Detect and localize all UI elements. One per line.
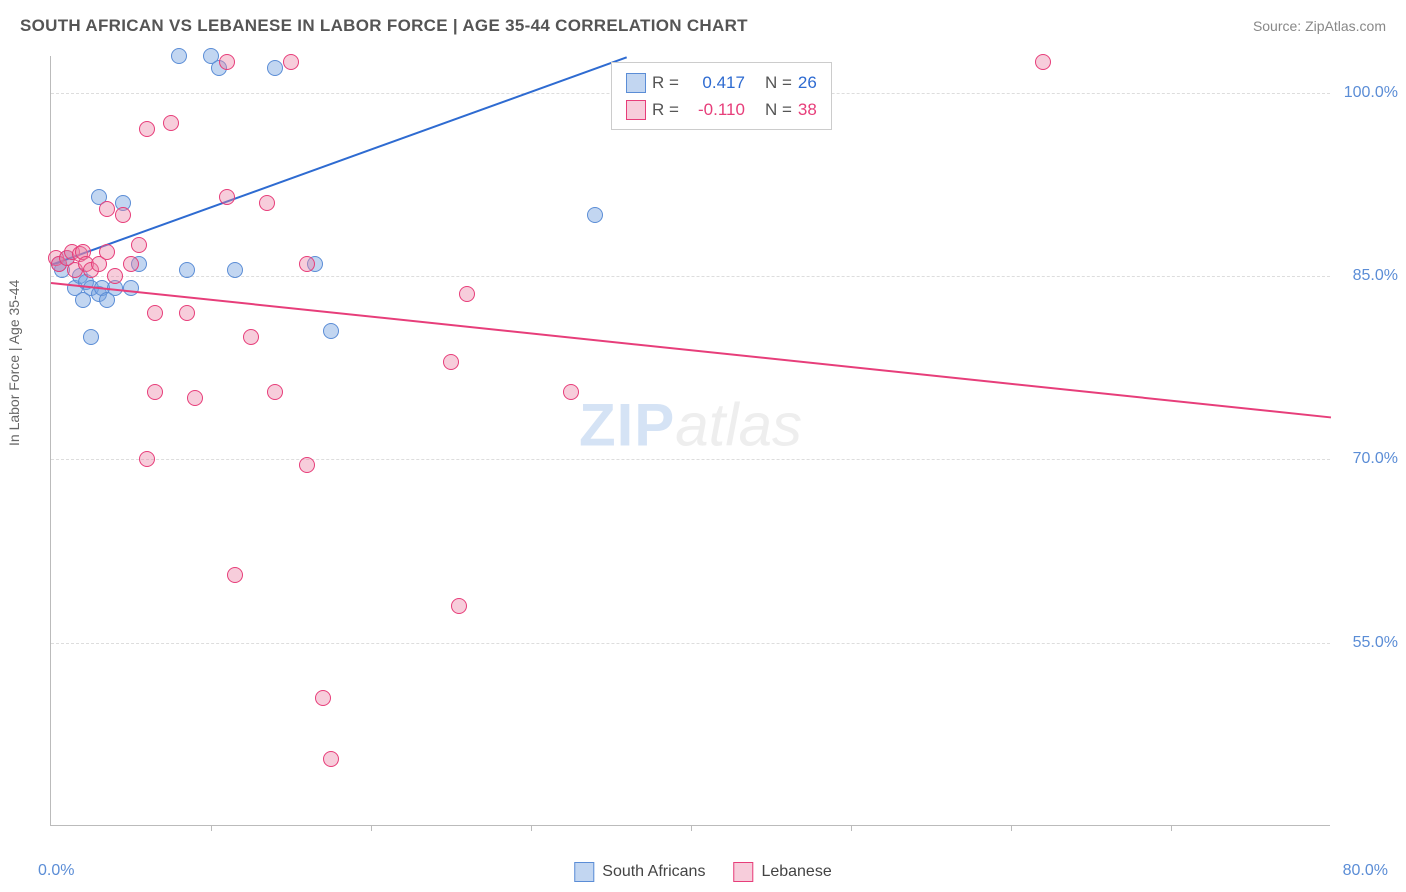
x-tick	[531, 825, 532, 831]
legend-r-label: R =	[652, 69, 679, 96]
data-point	[267, 384, 283, 400]
data-point	[323, 751, 339, 767]
data-point	[443, 354, 459, 370]
watermark-zip: ZIP	[579, 392, 675, 459]
legend-label: Lebanese	[761, 863, 831, 881]
bottom-legend-item: South Africans	[574, 862, 705, 882]
stats-legend-row: R =0.417 N =26	[626, 69, 817, 96]
data-point	[243, 329, 259, 345]
legend-r-label: R =	[652, 96, 679, 123]
data-point	[451, 598, 467, 614]
trend-line	[51, 56, 628, 266]
data-point	[131, 237, 147, 253]
y-tick-label: 55.0%	[1353, 634, 1398, 652]
gridline	[51, 643, 1330, 644]
data-point	[259, 195, 275, 211]
data-point	[315, 690, 331, 706]
data-point	[147, 384, 163, 400]
x-tick	[211, 825, 212, 831]
watermark-atlas: atlas	[675, 392, 802, 459]
data-point	[1035, 54, 1051, 70]
data-point	[219, 189, 235, 205]
legend-swatch	[733, 862, 753, 882]
gridline	[51, 276, 1330, 277]
data-point	[299, 256, 315, 272]
data-point	[187, 390, 203, 406]
data-point	[163, 115, 179, 131]
y-tick-label: 85.0%	[1353, 267, 1398, 285]
data-point	[227, 262, 243, 278]
y-axis-title: In Labor Force | Age 35-44	[6, 280, 22, 446]
source-label: Source: ZipAtlas.com	[1253, 18, 1386, 34]
data-point	[99, 244, 115, 260]
x-tick	[851, 825, 852, 831]
legend-n-value: 26	[798, 69, 817, 96]
data-point	[323, 323, 339, 339]
watermark: ZIPatlas	[579, 391, 802, 460]
trend-line	[51, 282, 1331, 418]
bottom-legend: South Africans Lebanese	[574, 862, 831, 882]
data-point	[459, 286, 475, 302]
stats-legend: R =0.417 N =26 R =-0.110 N =38	[611, 62, 832, 130]
data-point	[123, 280, 139, 296]
bottom-legend-item: Lebanese	[733, 862, 831, 882]
legend-n-label: N =	[765, 69, 792, 96]
x-axis-min-label: 0.0%	[38, 862, 74, 880]
data-point	[139, 121, 155, 137]
x-tick	[691, 825, 692, 831]
data-point	[267, 60, 283, 76]
x-tick	[1011, 825, 1012, 831]
data-point	[283, 54, 299, 70]
y-tick-label: 70.0%	[1353, 450, 1398, 468]
data-point	[587, 207, 603, 223]
data-point	[563, 384, 579, 400]
legend-r-value: 0.417	[685, 69, 745, 96]
title-bar: SOUTH AFRICAN VS LEBANESE IN LABOR FORCE…	[20, 16, 1386, 36]
data-point	[219, 54, 235, 70]
chart-container: SOUTH AFRICAN VS LEBANESE IN LABOR FORCE…	[0, 0, 1406, 892]
x-tick	[371, 825, 372, 831]
data-point	[171, 48, 187, 64]
legend-n-value: 38	[798, 96, 817, 123]
legend-swatch	[574, 862, 594, 882]
gridline	[51, 459, 1330, 460]
data-point	[179, 305, 195, 321]
y-tick-label: 100.0%	[1344, 84, 1398, 102]
data-point	[115, 207, 131, 223]
data-point	[107, 268, 123, 284]
x-tick	[1171, 825, 1172, 831]
data-point	[227, 567, 243, 583]
plot-area: ZIPatlas 55.0%70.0%85.0%100.0%R =0.417N …	[50, 56, 1330, 826]
chart-title: SOUTH AFRICAN VS LEBANESE IN LABOR FORCE…	[20, 16, 748, 36]
legend-r-value: -0.110	[685, 96, 745, 123]
data-point	[147, 305, 163, 321]
data-point	[299, 457, 315, 473]
data-point	[139, 451, 155, 467]
legend-label: South Africans	[602, 863, 705, 881]
data-point	[179, 262, 195, 278]
data-point	[99, 201, 115, 217]
data-point	[123, 256, 139, 272]
legend-swatch	[626, 100, 646, 120]
x-axis-max-label: 80.0%	[1343, 862, 1388, 880]
legend-n-label: N =	[765, 96, 792, 123]
stats-legend-row: R =-0.110 N =38	[626, 96, 817, 123]
data-point	[83, 329, 99, 345]
legend-swatch	[626, 73, 646, 93]
